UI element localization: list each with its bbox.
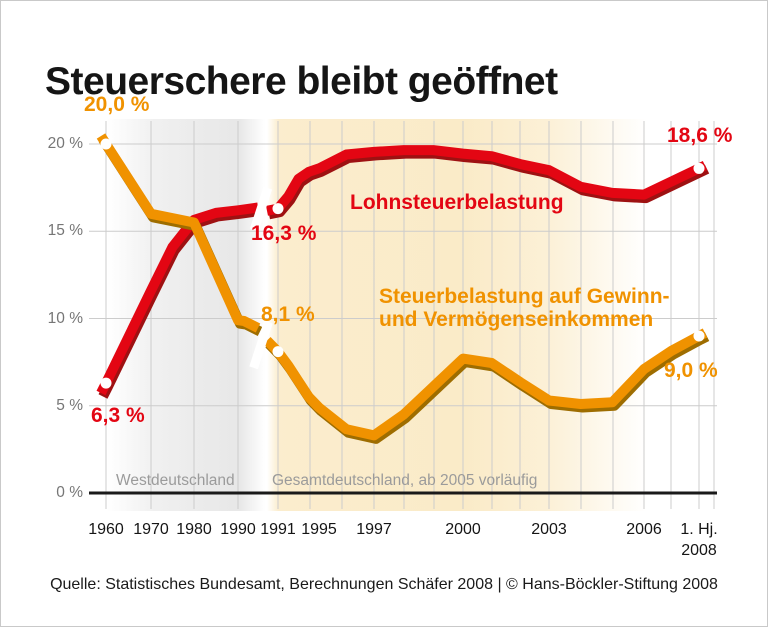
x-tick-label: 1980 xyxy=(176,521,212,538)
annotation-red-1991: 16,3 % xyxy=(251,222,317,245)
y-tick-label: 10 % xyxy=(47,309,83,327)
y-tick-label: 5 % xyxy=(56,396,83,414)
x-tick-label: 1960 xyxy=(88,521,124,538)
annotation-red-1960: 6,3 % xyxy=(91,404,145,427)
x-tick-label-line2: 2008 xyxy=(681,542,717,559)
series-label-gewinn: Steuerbelastung auf Gewinn- und Vermögen… xyxy=(379,285,670,331)
x-tick-label: 2000 xyxy=(445,521,481,538)
x-tick-label: 2006 xyxy=(626,521,662,538)
axis-break-slash-red xyxy=(249,186,273,232)
y-tick-label: 0 % xyxy=(56,484,83,501)
annotation-orange-2008: 9,0 % xyxy=(664,359,718,382)
series-label-gewinn-line1: Steuerbelastung auf Gewinn- xyxy=(379,285,670,308)
annotation-orange-1991: 8,1 % xyxy=(261,303,315,326)
series-label-lohnsteuer: Lohnsteuerbelastung xyxy=(350,191,564,214)
chart-title: Steuerschere bleibt geöffnet xyxy=(45,60,558,104)
x-tick-label: 1. Hj. 2008 xyxy=(667,519,731,561)
series-line-lohnsteuer-east xyxy=(266,145,708,216)
series-line-lohnsteuer-west xyxy=(96,202,259,396)
data-point-marker-gewinn-1960 xyxy=(100,138,112,150)
x-tick-label: 1991 xyxy=(260,521,296,538)
data-point-marker-lohnsteuer-1960 xyxy=(100,377,112,389)
x-tick-label: 1970 xyxy=(133,521,169,538)
data-point-marker-lohnsteuer-1991 xyxy=(272,203,284,215)
annotation-red-2008: 18,6 % xyxy=(667,124,733,147)
source-line: Quelle: Statistisches Bundesamt, Berechn… xyxy=(50,576,718,593)
x-tick-label: 1997 xyxy=(356,521,392,538)
y-tick-label: 20 % xyxy=(47,135,83,152)
region-label-east: Gesamtdeutschland, ab 2005 vorläufig xyxy=(272,472,538,489)
x-tick-label: 1995 xyxy=(301,521,337,538)
data-point-marker-gewinn-2008 xyxy=(693,330,705,342)
region-label-west: Westdeutschland xyxy=(116,472,235,489)
y-tick-label: 15 % xyxy=(47,222,83,240)
x-tick-label: 1990 xyxy=(220,521,256,538)
data-point-marker-lohnsteuer-2008 xyxy=(693,162,705,174)
annotation-orange-1960: 20,0 % xyxy=(84,93,150,116)
x-tick-label: 2003 xyxy=(531,521,567,538)
data-point-marker-gewinn-1991 xyxy=(272,346,284,358)
series-label-gewinn-line2: und Vermögenseinkommen xyxy=(379,308,654,331)
series-line-gewinn-east xyxy=(263,328,708,441)
axis-break-slash-orange xyxy=(249,320,273,370)
